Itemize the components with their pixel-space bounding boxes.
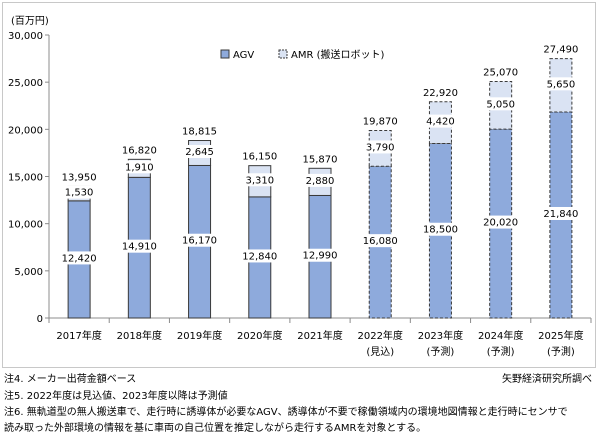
amr-value-label: 1,530 xyxy=(65,188,94,199)
y-tick-label: 10,000 xyxy=(8,220,43,231)
total-value-label: 16,150 xyxy=(242,152,277,163)
x-tick-label: 2019年度 xyxy=(177,329,222,342)
x-tick-label: 2020年度 xyxy=(237,329,282,342)
label-bg xyxy=(239,249,280,263)
amr-value-label: 4,420 xyxy=(426,117,455,128)
label-bg xyxy=(360,234,401,248)
x-tick-sublabel: (予測) xyxy=(487,345,515,358)
total-value-label: 19,870 xyxy=(363,117,398,128)
legend-swatch-amr xyxy=(278,49,288,59)
label-bg xyxy=(62,185,97,199)
x-tick-label: 2022年度 xyxy=(357,329,402,342)
total-value-label: 13,950 xyxy=(62,172,97,183)
y-tick-label: 15,000 xyxy=(8,173,43,184)
total-value-label: 25,070 xyxy=(483,68,518,79)
x-tick-label: 2018年度 xyxy=(117,329,162,342)
note-6-line-1: 注6. 無軌道型の無人搬送車で、走行時に誘導体が必要なAGV、誘導体が不要で稼働… xyxy=(4,407,568,418)
legend-label-agv: AGV xyxy=(233,50,254,61)
agv-value-label: 12,990 xyxy=(303,251,338,262)
amr-value-label: 2,880 xyxy=(306,176,335,187)
agv-value-label: 18,500 xyxy=(423,225,458,236)
y-tick-label: 20,000 xyxy=(8,125,43,136)
agv-value-label: 20,020 xyxy=(483,218,518,229)
label-bg xyxy=(300,248,340,262)
stacked-bar-chart: (百万円) 0 5,000 10,000 15,000 20,000 25,000 30,00… xyxy=(8,15,592,358)
y-tick-label: 5,000 xyxy=(14,267,43,278)
y-tick-label: 0 xyxy=(37,314,43,325)
source-credit: 矢野経済研究所調べ xyxy=(502,374,592,385)
label-bg xyxy=(540,206,581,220)
legend-swatch-agv xyxy=(220,49,230,59)
amr-value-label: 3,790 xyxy=(366,142,395,153)
label-bg xyxy=(363,140,398,154)
agv-value-label: 12,840 xyxy=(242,251,277,262)
agv-value-label: 21,840 xyxy=(543,209,578,220)
x-tick-label: 2017年度 xyxy=(56,329,101,342)
x-tick-sublabel: (見込) xyxy=(366,346,394,358)
note-4: 注4. メーカー出荷金額ベース xyxy=(4,374,137,385)
total-value-label: 15,870 xyxy=(303,154,338,165)
y-tick-label: 30,000 xyxy=(8,31,43,42)
chart-frame: (百万円) 0 5,000 10,000 15,000 20,000 25,000 30,00… xyxy=(2,2,596,368)
total-value-label: 22,920 xyxy=(423,88,458,99)
label-bg xyxy=(303,173,337,187)
y-tick-label: 25,000 xyxy=(8,78,43,89)
label-bg xyxy=(122,160,157,174)
label-bg xyxy=(119,239,160,253)
x-tick-sublabel: (予測) xyxy=(427,345,455,358)
label-bg xyxy=(543,77,578,91)
label-bg xyxy=(182,144,217,158)
amr-value-label: 5,650 xyxy=(547,79,576,90)
x-tick-label: 2021年度 xyxy=(297,329,342,342)
agv-value-label: 12,420 xyxy=(62,253,97,264)
label-bg xyxy=(59,251,100,265)
x-tick-label: 2023年度 xyxy=(418,329,463,342)
label-bg xyxy=(420,222,461,236)
amr-value-label: 1,910 xyxy=(125,162,154,173)
note-6: 注6. 無軌道型の無人搬送車で、走行時に誘導体が必要なAGV、誘導体が不要で稼働… xyxy=(4,405,596,437)
total-value-label: 16,820 xyxy=(122,145,157,156)
label-bg xyxy=(179,233,220,247)
total-value-label: 18,815 xyxy=(182,127,217,138)
total-value-label: 27,490 xyxy=(543,45,578,56)
x-tick-sublabel: (予測) xyxy=(547,345,575,358)
note-5: 注5. 2022年度は見込値、2023年度以降は予測値 xyxy=(4,391,228,402)
agv-value-label: 14,910 xyxy=(122,242,157,253)
legend-label-amr: AMR (搬送ロボット) xyxy=(291,48,384,61)
note-row: 注4. メーカー出荷金額ベース 矢野経済研究所調べ xyxy=(4,372,596,388)
x-tick-label: 2025年度 xyxy=(538,329,583,342)
amr-value-label: 2,645 xyxy=(185,147,214,158)
label-bg xyxy=(483,97,518,111)
label-bg xyxy=(423,114,458,128)
amr-value-label: 3,310 xyxy=(245,175,274,186)
x-tick-label: 2024年度 xyxy=(478,329,523,342)
amr-value-label: 5,050 xyxy=(486,99,515,110)
label-bg xyxy=(480,215,521,229)
label-bg xyxy=(242,173,277,187)
agv-value-label: 16,080 xyxy=(363,236,398,247)
unit-label: (百万円) xyxy=(11,15,49,27)
agv-value-label: 16,170 xyxy=(182,236,217,247)
note-6-line-2: 読み取った外部環境の情報を基に車両の自己位置を推定しながら走行するAMRを対象と… xyxy=(4,423,427,434)
